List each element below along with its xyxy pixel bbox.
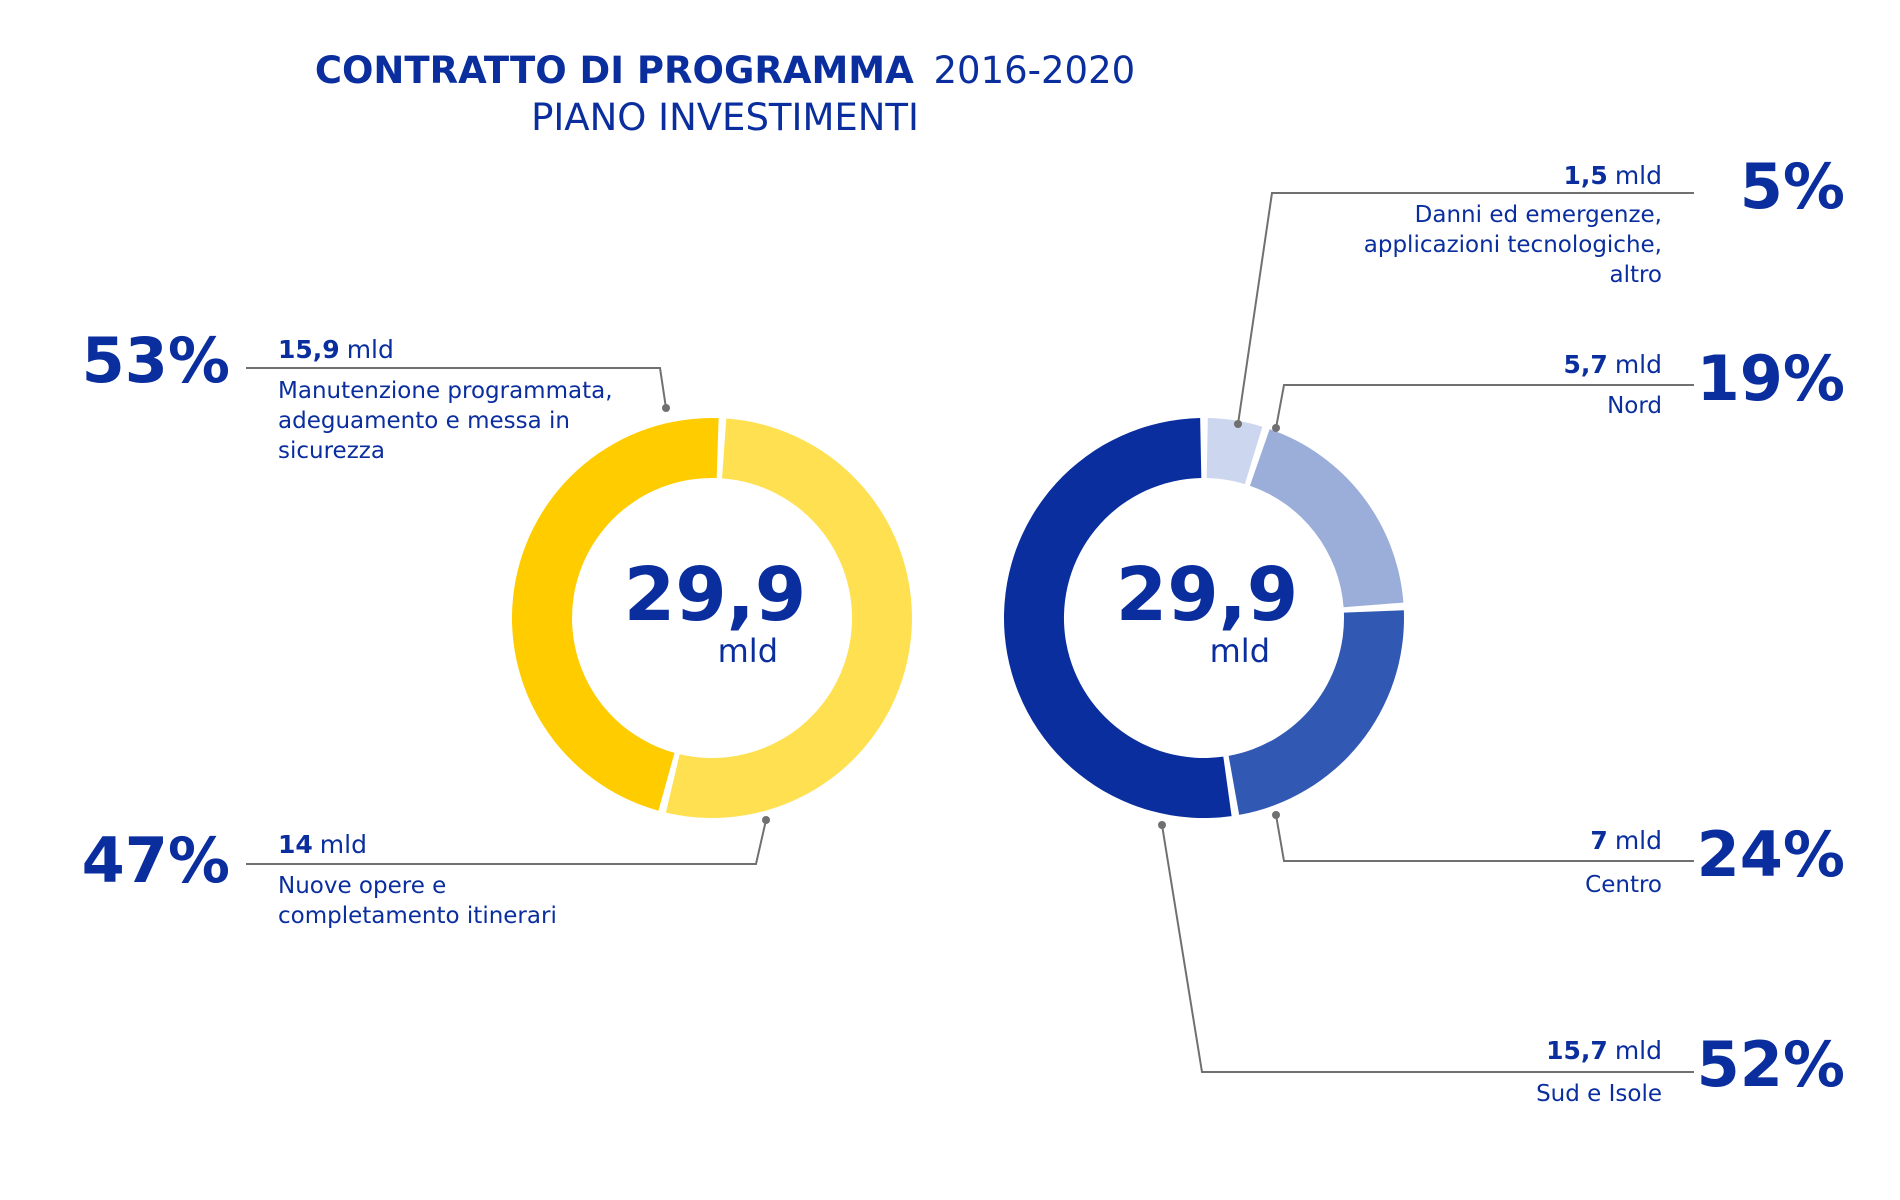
chart-title: CONTRATTO DI PROGRAMMA 2016-2020 bbox=[315, 49, 1135, 92]
donut-1-slice-1-value-unit: mld bbox=[347, 335, 394, 364]
donut-1-slice-2-value-unit: mld bbox=[320, 830, 367, 859]
donut-2-slice-2-label-line-1: Nord bbox=[1607, 393, 1662, 419]
donut-1-slice-2-label-line-1: Nuove opere e bbox=[278, 873, 446, 899]
donut-2-slice-2-leader-line bbox=[1275, 384, 1694, 429]
donut-2-slice-1 bbox=[1206, 418, 1263, 485]
donut-2-slice-1-percentage: 5% bbox=[1740, 150, 1845, 223]
donut-2-slice-2 bbox=[1249, 429, 1404, 608]
donut-2-slice-3-percentage: 24% bbox=[1697, 818, 1845, 891]
donut-2-slice-3-leader-dot bbox=[1272, 811, 1280, 819]
donut-2-slice-3-value-number: 7 bbox=[1590, 826, 1607, 855]
donut-2-slice-1-value-unit: mld bbox=[1615, 161, 1662, 190]
donut-2-slice-4-value-unit: mld bbox=[1615, 1036, 1662, 1065]
donut-2-slice-4 bbox=[1003, 418, 1232, 819]
donut-1-center-unit: mld bbox=[718, 632, 778, 670]
donut-2-slice-1-value-number: 1,5 bbox=[1564, 161, 1608, 190]
donut-2-center-value: 29,9 bbox=[1116, 552, 1299, 638]
donut-1-slice-2-value-number: 14 bbox=[278, 830, 313, 859]
donut-1-slice-1-label-line-3: sicurezza bbox=[278, 438, 385, 464]
donut-2-slice-3-value: 7 mld bbox=[1590, 826, 1662, 855]
donut-2-slice-2-percentage: 19% bbox=[1697, 342, 1845, 415]
donut-1-slice-1-label-line-2: adeguamento e messa in bbox=[278, 408, 570, 434]
chart-subtitle: PIANO INVESTIMENTI bbox=[531, 96, 919, 139]
donut-1-slice-2-label-line-2: completamento itinerari bbox=[278, 903, 557, 929]
donut-1-slice-1-percentage: 53% bbox=[82, 324, 230, 397]
donut-2-slice-4-leader-line bbox=[1161, 824, 1694, 1073]
donut-1-slice-1-leader-line bbox=[246, 367, 667, 409]
donut-2-slice-2-leader-dot bbox=[1272, 424, 1280, 432]
donut-2-slice-2-value-number: 5,7 bbox=[1564, 350, 1608, 379]
donut-2-center-unit: mld bbox=[1210, 632, 1270, 670]
donut-1-center-value: 29,9 bbox=[624, 552, 807, 638]
donut-2-slice-4-value: 15,7 mld bbox=[1546, 1036, 1662, 1065]
donut-2-slice-4-label-line-1: Sud e Isole bbox=[1536, 1081, 1662, 1107]
donut-2-slice-1-label-line-2: applicazioni tecnologiche, bbox=[1364, 232, 1662, 258]
chart-title-group: CONTRATTO DI PROGRAMMA 2016-2020 PIANO I… bbox=[315, 49, 1135, 139]
donut-2-slice-1-label-line-1: Danni ed emergenze, bbox=[1415, 202, 1662, 228]
donut-1-slice-2-value: 14 mld bbox=[278, 830, 367, 859]
donut-1-slice-2-leader-dot bbox=[762, 816, 770, 824]
donut-1-slice-1-label-line-1: Manutenzione programmata, bbox=[278, 378, 613, 404]
donut-2-slice-3 bbox=[1228, 610, 1404, 815]
donut-2-slice-4-value-number: 15,7 bbox=[1546, 1036, 1608, 1065]
donut-2-slice-3-value-unit: mld bbox=[1615, 826, 1662, 855]
donut-1-slice-1-leader-dot bbox=[662, 404, 670, 412]
donut-2-slice-1-value: 1,5 mld bbox=[1564, 161, 1662, 190]
donut-2-slice-4-percentage: 52% bbox=[1697, 1028, 1845, 1101]
donut-1-slice-2-percentage: 47% bbox=[82, 824, 230, 897]
donut-2-slice-1-leader-line bbox=[1237, 192, 1694, 425]
donut-2-slice-1-label-line-3: altro bbox=[1609, 262, 1662, 288]
donut-2-slice-2-value: 5,7 mld bbox=[1564, 350, 1662, 379]
donut-1-slice-2 bbox=[511, 417, 719, 811]
leaders-layer bbox=[246, 192, 1694, 1073]
donut-1-slice-1-value: 15,9 mld bbox=[278, 335, 394, 364]
donut-2-slice-3-label-line-1: Centro bbox=[1585, 872, 1662, 898]
donut-2-slice-1-leader-dot bbox=[1234, 420, 1242, 428]
donut-2-slice-3-leader-line bbox=[1275, 814, 1694, 862]
donut-1-slice-2-leader-line bbox=[246, 819, 767, 865]
donut-1-slice-1 bbox=[665, 418, 912, 818]
donut-2-slice-2-value-unit: mld bbox=[1615, 350, 1662, 379]
donut-2-slice-4-leader-dot bbox=[1158, 821, 1166, 829]
slices-layer bbox=[511, 417, 1404, 819]
chart-title-bold: CONTRATTO DI PROGRAMMA bbox=[315, 49, 914, 92]
chart-title-years: 2016-2020 bbox=[934, 49, 1136, 92]
donut-1-slice-1-value-number: 15,9 bbox=[278, 335, 340, 364]
